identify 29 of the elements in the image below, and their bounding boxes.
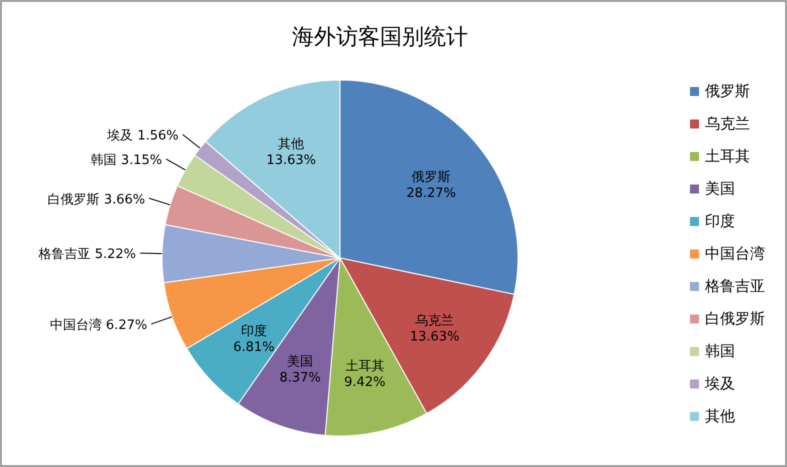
legend-label: 美国 bbox=[705, 180, 735, 198]
data-label: 9.42% bbox=[344, 374, 386, 390]
legend-label: 其他 bbox=[705, 407, 735, 425]
slice-label: 其他 bbox=[278, 137, 304, 152]
data-label: 6.81% bbox=[233, 340, 275, 355]
data-label: 8.37% bbox=[279, 370, 321, 386]
category-label: 韩国 3.15% bbox=[90, 153, 162, 168]
legend-label: 格鲁吉亚 bbox=[704, 277, 765, 295]
slice-label: 俄罗斯 bbox=[412, 170, 451, 185]
slice-label: 乌克兰 bbox=[415, 314, 454, 329]
legend-label: 乌克兰 bbox=[705, 114, 750, 132]
data-label: 13.63% bbox=[266, 153, 316, 168]
slice-label: 土耳其 bbox=[345, 358, 384, 374]
category-label: 中国台湾 6.27% bbox=[50, 318, 148, 334]
data-label: 13.63% bbox=[410, 330, 460, 345]
data-label: 28.27% bbox=[406, 186, 456, 201]
chart-title: 海外访客国别统计 bbox=[292, 25, 468, 50]
legend-label: 韩国 bbox=[705, 342, 735, 360]
legend-label: 土耳其 bbox=[705, 147, 750, 165]
slice-label: 美国 bbox=[287, 354, 314, 370]
legend-label: 中国台湾 bbox=[705, 244, 765, 262]
legend-label: 白俄罗斯 bbox=[705, 310, 765, 328]
category-label: 白俄罗斯 3.66% bbox=[48, 192, 146, 208]
slice-label: 印度 bbox=[240, 322, 267, 339]
category-label: 格鲁吉亚 5.22% bbox=[38, 247, 136, 262]
legend-label: 埃及 bbox=[704, 374, 735, 392]
legend-label: 俄罗斯 bbox=[705, 82, 750, 100]
category-label: 埃及 1.56% bbox=[107, 128, 179, 144]
legend-label: 印度 bbox=[705, 212, 735, 230]
